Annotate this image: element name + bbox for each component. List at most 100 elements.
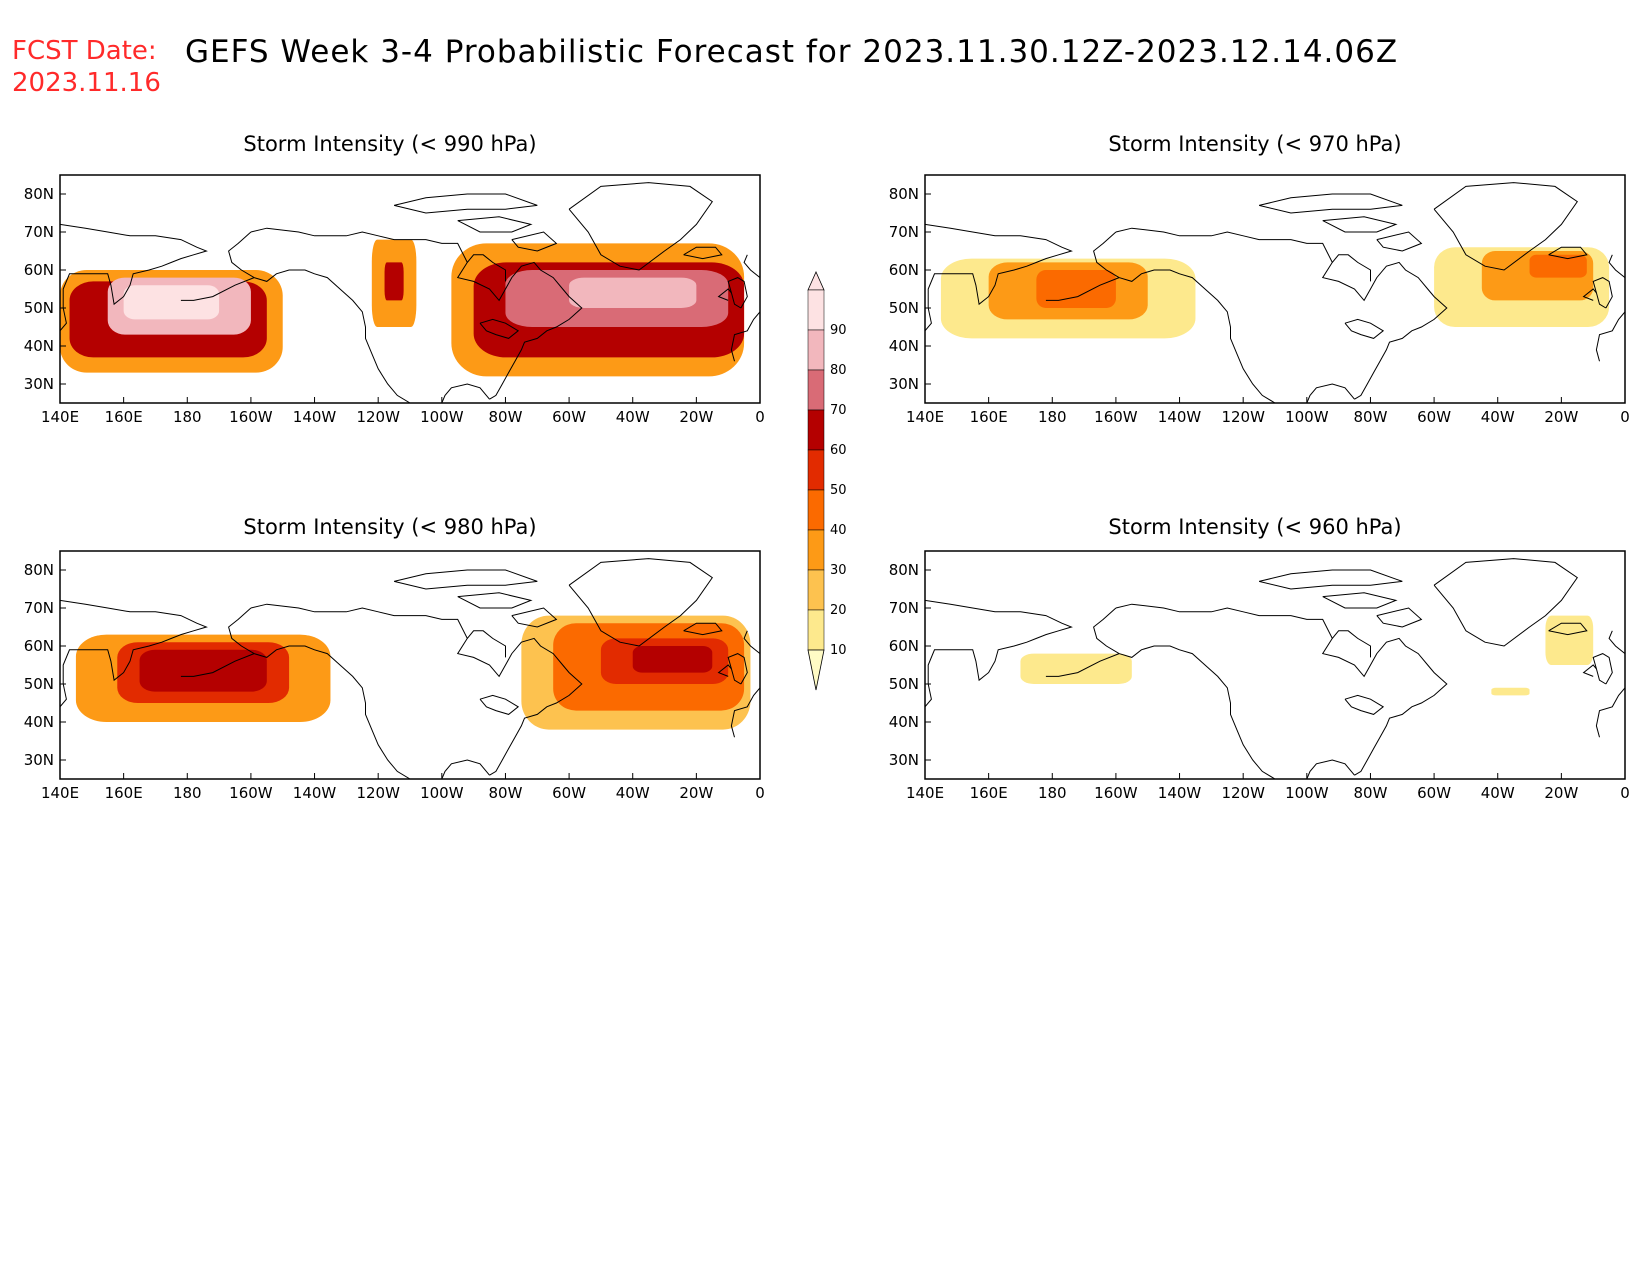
panel-title-990: Storm Intensity (< 990 hPa): [243, 132, 537, 156]
coastline-layer: [60, 182, 760, 403]
map-frame: [924, 174, 1626, 404]
coastline: [730, 687, 760, 738]
coastline: [1433, 182, 1578, 271]
coastline: [466, 630, 506, 658]
lon-tick-label: 140E: [906, 784, 944, 802]
colorbar-segment: [807, 289, 825, 331]
lon-tick-label: 0: [1620, 784, 1630, 802]
probability-region: [123, 285, 220, 320]
lon-tick-label: 160W: [1094, 408, 1138, 426]
colorbar-segment: [807, 329, 825, 371]
coastline: [1045, 653, 1120, 677]
lon-tick-label: 60W: [552, 784, 586, 802]
lon-tick-label: 20W: [679, 408, 713, 426]
lon-tick-label: 140W: [1158, 784, 1202, 802]
coastline: [743, 254, 760, 278]
colorbar-label: 20: [830, 603, 847, 618]
colorbar-segment: [807, 609, 825, 651]
coastline-layer: [60, 558, 760, 779]
coastline: [683, 622, 723, 636]
lon-tick-label: 20W: [1544, 784, 1578, 802]
map-frame: [59, 174, 761, 404]
lon-tick-label: 0: [755, 408, 765, 426]
coastline: [727, 653, 748, 685]
lat-tick-label: 60N: [889, 261, 919, 279]
colorbar-label: 50: [830, 483, 847, 498]
coastline: [479, 694, 520, 715]
coastline: [1595, 687, 1625, 738]
map-panel-990: 140E 160E 180 160W 140W 120W 100W 80W 60W 40W 20W 0…: [24, 174, 765, 426]
coastline: [60, 599, 208, 708]
lon-tick-label: 160E: [970, 408, 1008, 426]
probability-region: [1020, 653, 1132, 684]
coastline: [1608, 254, 1625, 278]
lat-tick-label: 80N: [24, 185, 54, 203]
probability-region: [569, 277, 697, 308]
coastline: [1322, 216, 1398, 233]
panel-title-960: Storm Intensity (< 960 hPa): [1108, 515, 1402, 539]
coastline: [1344, 318, 1385, 339]
page-title: GEFS Week 3-4 Probabilistic Forecast for…: [185, 34, 1399, 70]
coastline: [511, 607, 558, 628]
lon-tick-label: 140E: [906, 408, 944, 426]
lat-tick-label: 40N: [889, 337, 919, 355]
panel-title-980: Storm Intensity (< 980 hPa): [243, 515, 537, 539]
probability-region: [139, 649, 267, 692]
lon-tick-label: 160W: [229, 784, 273, 802]
coastline: [457, 592, 533, 609]
shading-layer: [1020, 615, 1594, 696]
map-frame: [924, 550, 1626, 780]
lat-tick-label: 60N: [24, 261, 54, 279]
lon-tick-label: 40W: [616, 408, 650, 426]
coastline: [683, 246, 723, 260]
coastline: [228, 231, 411, 403]
lon-tick-label: 140E: [41, 784, 79, 802]
coastline: [1582, 288, 1597, 301]
colorbar-label: 90: [830, 323, 847, 338]
coastline: [1608, 630, 1625, 654]
lat-tick-label: 70N: [889, 599, 919, 617]
lat-tick-label: 50N: [24, 299, 54, 317]
lat-tick-label: 40N: [24, 713, 54, 731]
lat-tick-label: 80N: [24, 561, 54, 579]
colorbar-top-cap: [807, 271, 825, 291]
coastline: [1331, 630, 1371, 658]
lat-tick-label: 30N: [889, 751, 919, 769]
coastline: [60, 223, 208, 332]
coastline: [1306, 383, 1355, 403]
coastline: [457, 216, 533, 233]
lat-tick-label: 60N: [889, 637, 919, 655]
lat-tick-label: 30N: [889, 375, 919, 393]
fcst-date-value: 2023.11.16: [12, 68, 161, 98]
colorbar-label: 60: [830, 443, 847, 458]
lon-tick-label: 0: [755, 784, 765, 802]
coastline: [1331, 254, 1371, 282]
shading-layer: [75, 615, 751, 730]
lat-tick-label: 50N: [889, 675, 919, 693]
coastline: [1376, 231, 1423, 252]
fcst-date-label: FCST Date:: [12, 36, 157, 66]
lon-tick-label: 160E: [105, 784, 143, 802]
probability-region: [1545, 615, 1594, 665]
coastline: [1093, 231, 1276, 403]
lon-tick-label: 180: [1038, 408, 1067, 426]
colorbar-segment: [807, 449, 825, 491]
lat-tick-label: 70N: [24, 599, 54, 617]
coastline: [479, 318, 520, 339]
coastline: [925, 223, 1073, 332]
coastline: [1093, 607, 1276, 779]
lon-tick-label: 20W: [679, 784, 713, 802]
lon-tick-label: 120W: [1221, 408, 1265, 426]
lat-tick-label: 80N: [889, 561, 919, 579]
coastline: [250, 227, 583, 400]
coastline: [1045, 277, 1120, 301]
colorbar-bottom-cap: [807, 649, 825, 691]
lat-tick-label: 50N: [889, 299, 919, 317]
lon-tick-label: 40W: [1481, 784, 1515, 802]
map-panel-980: 140E 160E 180 160W 140W 120W 100W 80W 60W 40W 20W 0…: [24, 550, 765, 802]
probability-region: [384, 262, 404, 301]
lon-tick-label: 160W: [229, 408, 273, 426]
coastline: [1433, 558, 1578, 647]
lon-tick-label: 100W: [420, 784, 464, 802]
lon-tick-label: 160W: [1094, 784, 1138, 802]
